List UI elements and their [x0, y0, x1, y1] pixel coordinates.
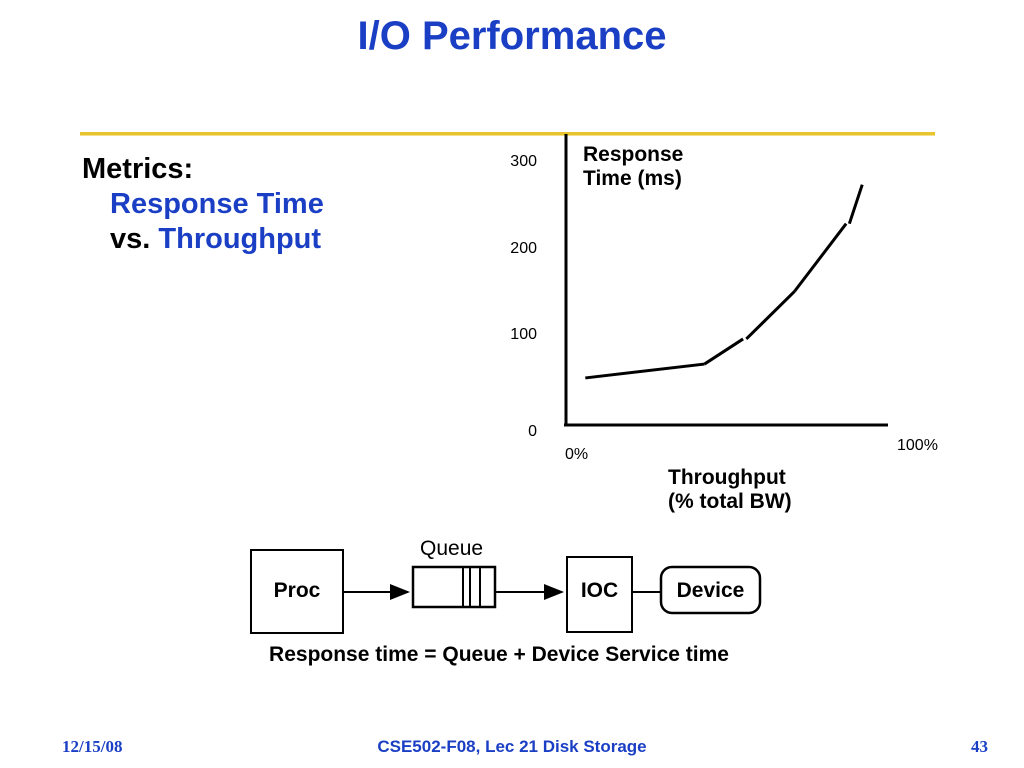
queue-label: Queue — [420, 537, 484, 560]
device-box — [659, 565, 762, 615]
y-tick-label-100: 100 — [510, 326, 537, 344]
plot-area — [564, 134, 888, 427]
metrics-block: Metrics: Response Time vs. Throughput — [82, 152, 324, 257]
footer-page-number: 43 — [971, 737, 988, 756]
slide-title: I/O Performance — [357, 14, 667, 58]
queue-box — [411, 565, 497, 609]
y-axis-label-line: Response — [583, 143, 684, 166]
title-divider — [80, 132, 935, 136]
response-curve-segment-1 — [703, 337, 744, 366]
x-tick-label-100: 100% — [897, 437, 938, 454]
response-time-formula: Response time = Queue + Device Service t… — [269, 643, 729, 666]
metrics-throughput-line: vs. Throughput — [82, 222, 324, 257]
ioc-label: IOC — [580, 579, 619, 602]
proc-box — [250, 549, 344, 634]
proc-label: Proc — [273, 579, 321, 602]
response-curve-segment-3 — [793, 222, 848, 293]
metrics-label: Metrics: — [82, 153, 194, 185]
queue-diagram — [250, 549, 762, 634]
response-curve-segment-4 — [847, 184, 864, 225]
x-axis-label: Throughput (% total BW) — [668, 466, 792, 514]
device-label: Device — [676, 579, 745, 602]
y-tick-label-0: 0 — [528, 423, 537, 440]
metrics-vs: vs. — [110, 223, 151, 255]
metrics-throughput: Throughput — [158, 223, 322, 255]
metrics-response-time: Response Time — [110, 188, 324, 220]
x-tick-label-0: 0% — [565, 446, 589, 463]
footer-date: 12/15/08 — [62, 737, 123, 756]
y-axis-label: Response Time (ms) — [583, 143, 683, 191]
ioc-box — [566, 556, 633, 633]
response-curve-segment-2 — [745, 290, 796, 341]
footer-course: CSE502-F08, Lec 21 Disk Storage — [377, 737, 647, 756]
y-tick-label-300: 300 — [510, 153, 537, 170]
response-curve-segment-0 — [585, 362, 705, 380]
y-axis-label-line: Time (ms) — [583, 167, 682, 190]
y-tick-label-200: 200 — [510, 239, 537, 257]
x-axis-label-line: Throughput — [668, 466, 786, 489]
x-axis-label-line: (% total BW) — [668, 490, 792, 513]
